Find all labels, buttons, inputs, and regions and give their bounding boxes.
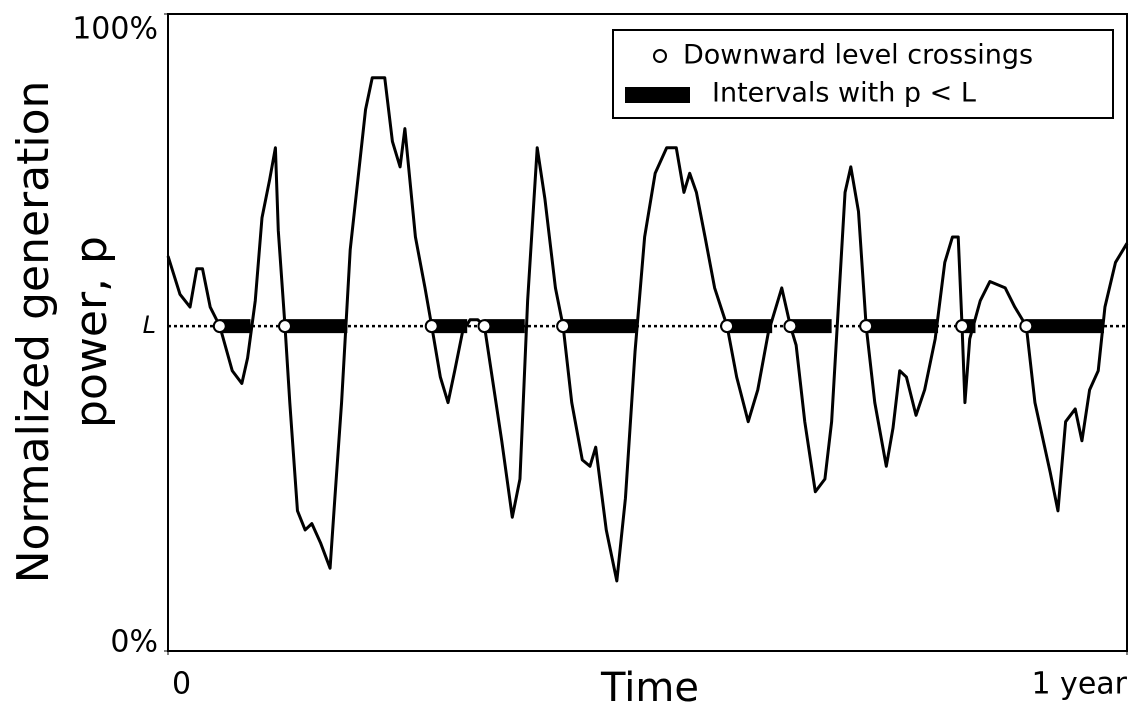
legend-marker bbox=[653, 49, 667, 63]
interval-bar bbox=[727, 319, 773, 334]
interval-bar bbox=[563, 319, 637, 334]
y-axis-label: Normalized generation power, p bbox=[8, 81, 117, 584]
interval-bar bbox=[219, 319, 251, 334]
x-tick-label: 1 year bbox=[1031, 667, 1127, 702]
legend-label: Downward level crossings bbox=[683, 40, 1033, 71]
interval-bar bbox=[284, 319, 348, 334]
x-axis-label: Time bbox=[600, 665, 699, 711]
y-axis-label-line: power, p bbox=[66, 236, 117, 428]
crossing-marker bbox=[783, 319, 798, 334]
interval-bar bbox=[866, 319, 939, 334]
crossing-marker bbox=[556, 319, 571, 334]
crossing-marker bbox=[277, 319, 292, 334]
y-axis-label-line: Normalized generation bbox=[8, 81, 59, 584]
y-tick-label: 100% bbox=[72, 12, 158, 47]
crossing-marker bbox=[477, 319, 492, 334]
legend-label: Intervals with p < L bbox=[712, 78, 976, 109]
crossing-marker bbox=[212, 319, 227, 334]
crossing-marker bbox=[1019, 319, 1034, 334]
crossing-marker bbox=[424, 319, 439, 334]
x-tick-label: 0 bbox=[172, 667, 191, 702]
legend-swatch bbox=[625, 87, 690, 103]
interval-bar bbox=[431, 319, 468, 334]
level-label: L bbox=[143, 311, 156, 339]
legend-box bbox=[612, 29, 1114, 119]
crossing-marker bbox=[720, 319, 735, 334]
series-line bbox=[166, 76, 1129, 583]
interval-bar bbox=[790, 319, 832, 334]
crossing-marker bbox=[859, 319, 874, 334]
interval-bar bbox=[484, 319, 525, 334]
plot-frame bbox=[167, 13, 1128, 652]
interval-bar bbox=[1026, 319, 1104, 334]
y-tick-label: 0% bbox=[110, 625, 158, 660]
crossing-marker bbox=[955, 319, 970, 334]
